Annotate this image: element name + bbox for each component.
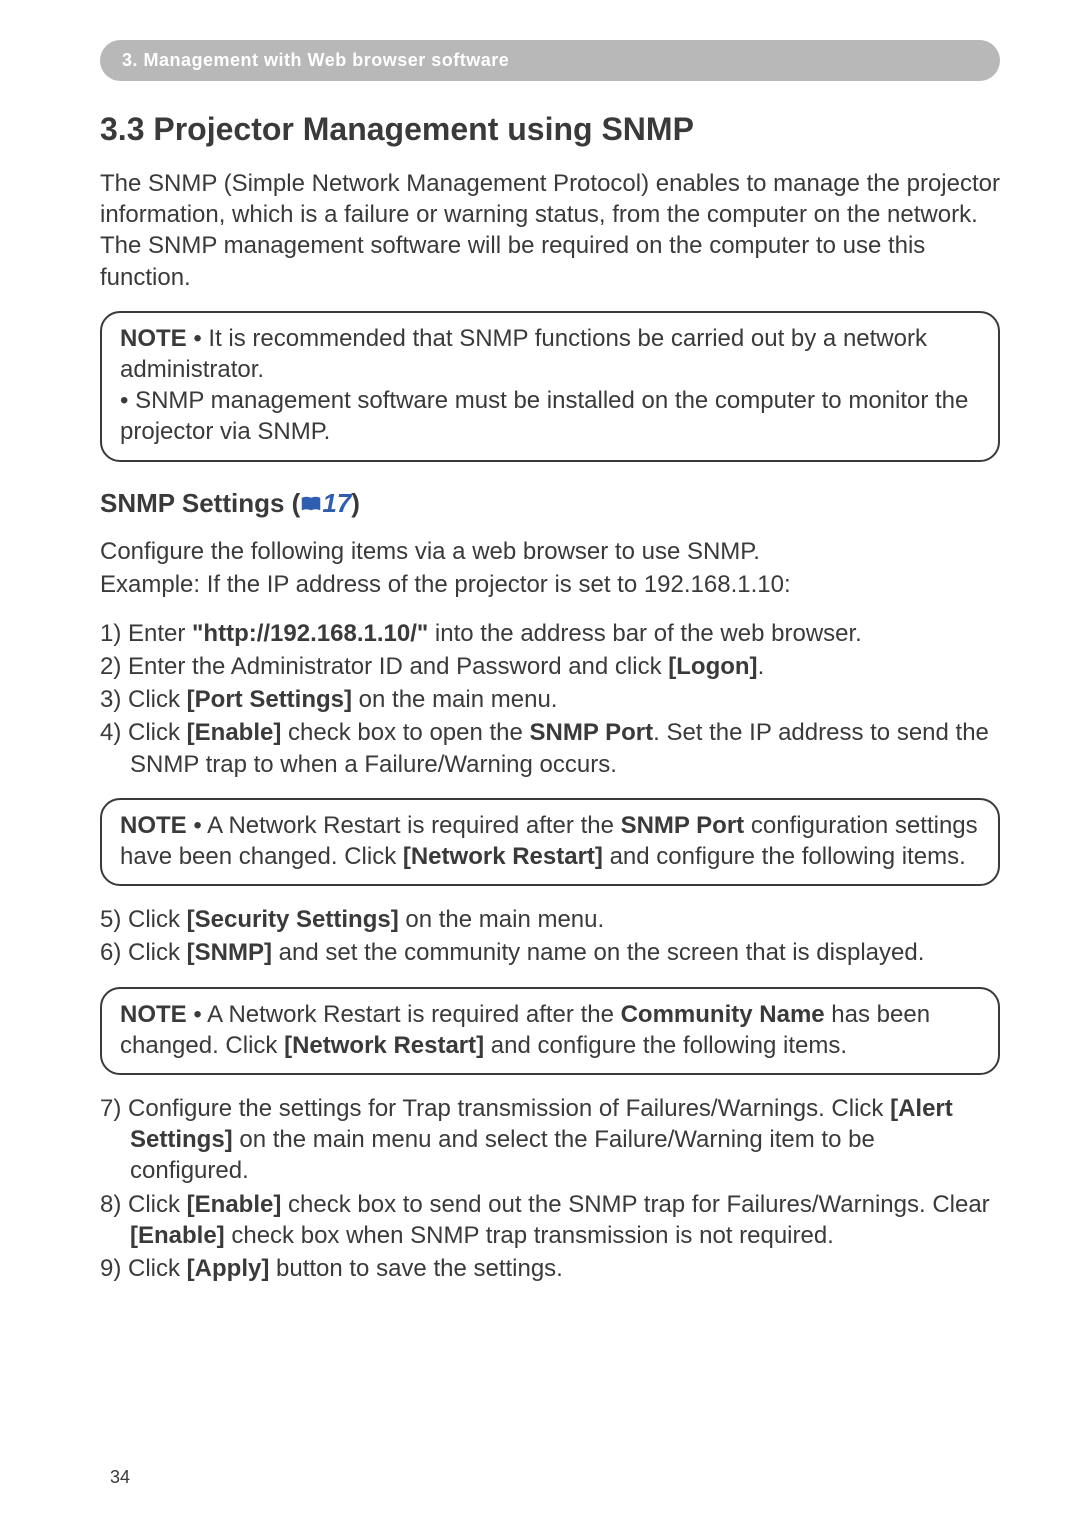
steps-c: 7) Configure the settings for Trap trans… — [100, 1093, 1000, 1284]
page-container: 3. Management with Web browser software … — [0, 0, 1080, 1528]
s2-pre: 2) Enter the Administrator ID and Passwo… — [100, 653, 668, 680]
s8-mid: check box to send out the SNMP trap for … — [281, 1191, 989, 1218]
s3-post: on the main menu. — [352, 686, 557, 713]
subheading-suffix: ) — [351, 488, 360, 518]
s2-post: . — [758, 653, 765, 680]
s7-pre: 7) Configure the settings for Trap trans… — [100, 1095, 890, 1122]
s5-pre: 5) Click — [100, 906, 187, 933]
s8-bold2: [Enable] — [130, 1222, 225, 1249]
step-7: 7) Configure the settings for Trap trans… — [100, 1093, 1000, 1187]
note3-bold1: Community Name — [621, 1001, 825, 1028]
note1-label: NOTE — [120, 325, 187, 352]
note2-post: and configure the following items. — [603, 843, 966, 870]
note-box-1: NOTE • It is recommended that SNMP funct… — [100, 311, 1000, 462]
note3-text: NOTE • A Network Restart is required aft… — [120, 999, 980, 1061]
steps-b: 5) Click [Security Settings] on the main… — [100, 904, 1000, 968]
s3-bold: [Port Settings] — [187, 686, 352, 713]
s6-bold: [SNMP] — [187, 939, 272, 966]
s4-mid: check box to open the — [281, 719, 529, 746]
s4-pre: 4) Click — [100, 719, 187, 746]
subheading-prefix: SNMP Settings ( — [100, 488, 300, 518]
step-8: 8) Click [Enable] check box to send out … — [100, 1189, 1000, 1251]
s2-bold: [Logon] — [668, 653, 757, 680]
step-9: 9) Click [Apply] button to save the sett… — [100, 1253, 1000, 1284]
note3-bold2: [Network Restart] — [284, 1032, 484, 1059]
chapter-bar-text: 3. Management with Web browser software — [122, 50, 509, 70]
snmp-settings-subheading: SNMP Settings ( 17) — [100, 488, 1000, 520]
s4-bold: [Enable] — [187, 719, 282, 746]
step-4: 4) Click [Enable] check box to open the … — [100, 717, 1000, 779]
note2-bold2: [Network Restart] — [403, 843, 603, 870]
config-intro-1: Configure the following items via a web … — [100, 536, 1000, 567]
s8-pre: 8) Click — [100, 1191, 187, 1218]
subheading-ref: 17 — [300, 488, 351, 518]
note2-label: NOTE — [120, 812, 187, 839]
step-6: 6) Click [SNMP] and set the community na… — [100, 937, 1000, 968]
s8-bold: [Enable] — [187, 1191, 282, 1218]
s1-bold: "http://192.168.1.10/" — [192, 620, 428, 647]
step-5: 5) Click [Security Settings] on the main… — [100, 904, 1000, 935]
note2-bold1: SNMP Port — [621, 812, 745, 839]
note1-text1: • It is recommended that SNMP functions … — [120, 325, 927, 383]
note2-pre: • A Network Restart is required after th… — [187, 812, 621, 839]
s9-pre: 9) Click — [100, 1255, 187, 1282]
intro-paragraph: The SNMP (Simple Network Management Prot… — [100, 168, 1000, 293]
config-intro-2: Example: If the IP address of the projec… — [100, 569, 1000, 600]
s6-post: and set the community name on the screen… — [272, 939, 924, 966]
note2-text: NOTE • A Network Restart is required aft… — [120, 810, 980, 872]
page-number: 34 — [110, 1467, 130, 1488]
steps-a: 1) Enter "http://192.168.1.10/" into the… — [100, 618, 1000, 780]
note3-post: and configure the following items. — [484, 1032, 847, 1059]
step-1: 1) Enter "http://192.168.1.10/" into the… — [100, 618, 1000, 649]
s3-pre: 3) Click — [100, 686, 187, 713]
note3-pre: • A Network Restart is required after th… — [187, 1001, 621, 1028]
chapter-bar: 3. Management with Web browser software — [100, 40, 1000, 81]
note-box-2: NOTE • A Network Restart is required aft… — [100, 798, 1000, 886]
s1-post: into the address bar of the web browser. — [428, 620, 862, 647]
note-box-3: NOTE • A Network Restart is required aft… — [100, 987, 1000, 1075]
s9-bold: [Apply] — [187, 1255, 270, 1282]
s8-post: check box when SNMP trap transmission is… — [225, 1222, 834, 1249]
s1-pre: 1) Enter — [100, 620, 192, 647]
s5-post: on the main menu. — [399, 906, 604, 933]
note1-line1: NOTE • It is recommended that SNMP funct… — [120, 323, 980, 385]
book-icon — [300, 489, 322, 520]
s6-pre: 6) Click — [100, 939, 187, 966]
s7-post: on the main menu and select the Failure/… — [130, 1126, 875, 1184]
step-2: 2) Enter the Administrator ID and Passwo… — [100, 651, 1000, 682]
s4-bold2: SNMP Port — [530, 719, 654, 746]
subheading-refnum: 17 — [322, 488, 351, 518]
note3-label: NOTE — [120, 1001, 187, 1028]
s5-bold: [Security Settings] — [187, 906, 399, 933]
note1-line2: • SNMP management software must be insta… — [120, 385, 980, 447]
section-heading: 3.3 Projector Management using SNMP — [100, 111, 1000, 148]
step-3: 3) Click [Port Settings] on the main men… — [100, 684, 1000, 715]
s9-post: button to save the settings. — [269, 1255, 563, 1282]
